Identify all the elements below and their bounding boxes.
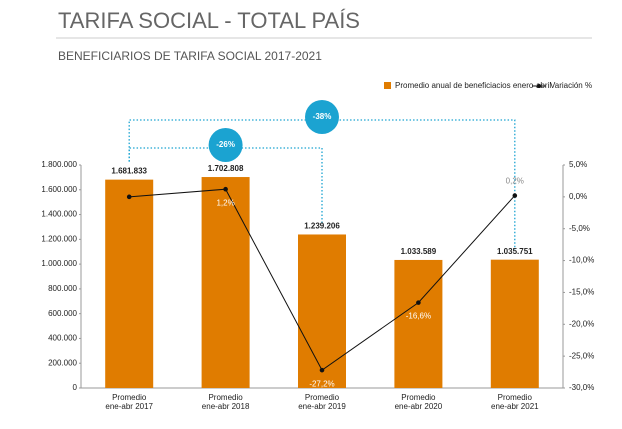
line-point: [319, 367, 325, 373]
line-point: [512, 193, 518, 198]
bar-value-label: 1.702.808: [208, 164, 244, 173]
x-tick-label: Promedio ene-abr 2018: [202, 393, 250, 411]
y-tick-label: 600.000: [48, 309, 77, 318]
y2-tick-label: -25,0%: [569, 351, 594, 360]
y-tick-label: 1.400.000: [41, 210, 77, 219]
y-tick-label: 0: [73, 383, 78, 392]
line-value-label: -27,2%: [309, 379, 334, 388]
annotation-bubble: [208, 128, 243, 162]
annotation-label: -38%: [313, 112, 332, 121]
line-value-label: 0,2%: [506, 177, 524, 186]
y-tick-label: 1.000.000: [41, 259, 77, 268]
y2-tick-label: -10,0%: [569, 256, 594, 265]
legend-label: Promedio anual de beneficiacios enero-ab…: [395, 81, 551, 90]
y2-tick-label: 5,0%: [569, 160, 587, 169]
y2-tick-label: -5,0%: [569, 224, 590, 233]
bar: [298, 234, 346, 388]
line-value-label: -16,6%: [406, 312, 431, 321]
x-tick-label: Promedio ene-abr 2020: [395, 393, 443, 411]
bar-value-label: 1.239.206: [304, 222, 340, 231]
chart-subtitle: BENEFICIARIOS DE TARIFA SOCIAL 2017-2021: [58, 49, 322, 63]
y-tick-label: 800.000: [48, 284, 77, 293]
bar-value-label: 1.035.751: [497, 247, 533, 256]
bar: [394, 259, 443, 388]
bar: [490, 259, 539, 388]
legend-label: Variación %: [550, 81, 592, 90]
line-value-label: 1,2%: [216, 198, 234, 207]
bar: [201, 177, 250, 388]
bar: [105, 179, 154, 388]
bar-value-label: 1.033.589: [401, 247, 437, 256]
legend-swatch: [537, 84, 541, 88]
line-point: [126, 194, 132, 200]
chart-title: TARIFA SOCIAL - TOTAL PAÍS: [58, 8, 360, 33]
x-tick-label: Promedio ene-abr 2019: [298, 393, 346, 411]
y2-tick-label: -15,0%: [569, 288, 594, 297]
y2-tick-label: -30,0%: [569, 383, 594, 392]
x-tick-label: Promedio ene-abr 2021: [491, 393, 539, 411]
legend-swatch: [384, 82, 391, 89]
y-tick-label: 1.600.000: [41, 185, 77, 194]
bar-value-label: 1.681.833: [111, 167, 147, 176]
annotation-label: -26%: [216, 140, 235, 149]
y2-tick-label: -20,0%: [569, 319, 594, 328]
y-tick-label: 400.000: [48, 334, 77, 343]
y-tick-label: 1.200.000: [41, 234, 77, 243]
line-point: [416, 300, 421, 305]
y2-tick-label: 0,0%: [569, 192, 587, 201]
x-tick-label: Promedio ene-abr 2017: [105, 393, 153, 411]
line-point: [223, 186, 228, 192]
annotation-bubble: [305, 100, 339, 134]
y-tick-label: 200.000: [48, 358, 77, 367]
y-tick-label: 1.800.000: [41, 160, 77, 169]
